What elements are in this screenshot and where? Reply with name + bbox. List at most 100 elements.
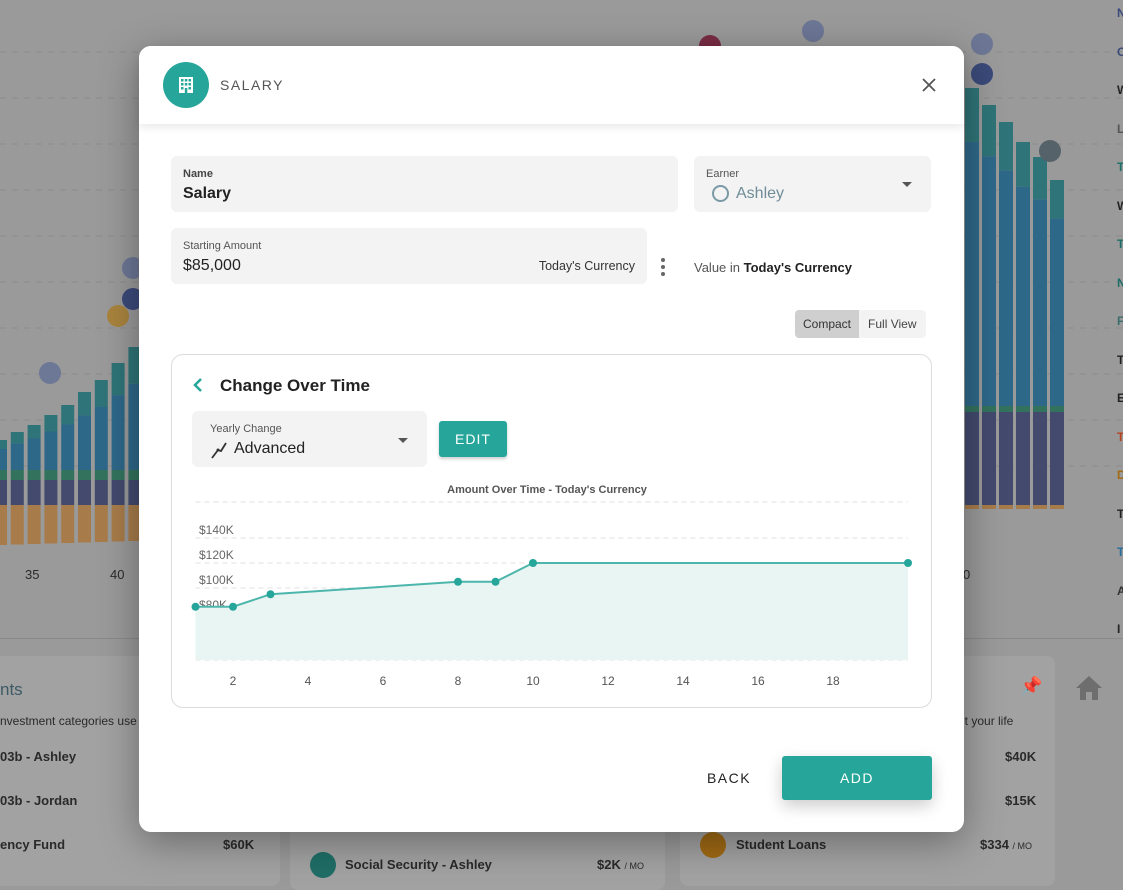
building-icon (163, 62, 209, 108)
chevron-down-icon (902, 182, 912, 187)
dialog-title: SALARY (220, 77, 284, 93)
starting-amount-label: Starting Amount (183, 240, 262, 252)
earner-label: Earner (706, 168, 740, 180)
chart-point (266, 590, 275, 599)
bg-bar-segment (999, 412, 1013, 505)
bg-bar-segment (27, 438, 41, 470)
chart-point (529, 559, 537, 567)
bg-bar-segment (1033, 199, 1047, 406)
bg-bar-segment (10, 443, 24, 470)
name-input[interactable]: Salary (183, 185, 232, 202)
bg-side-label: W (1117, 198, 1123, 213)
bg-bar-segment (78, 415, 91, 470)
change-over-time-card: Change Over Time Yearly Change Advanced … (171, 354, 932, 708)
bg-row-value: $15K (1005, 793, 1037, 808)
bg-side-label: A (1117, 583, 1123, 598)
bg-bar-segment (1050, 412, 1064, 505)
bg-bar-segment (27, 480, 41, 505)
baby-face-icon (712, 185, 729, 202)
bg-bar-segment (965, 412, 979, 505)
bg-axis-tick: 0 (963, 567, 971, 582)
bg-bar-segment (27, 425, 41, 439)
bg-bar-segment (44, 480, 58, 505)
pin-icon[interactable]: 📌 (1020, 676, 1043, 696)
salary-dialog: SALARY Name Salary Earner Ashley Startin… (139, 46, 964, 832)
bg-row-label: 03b - Jordan (0, 793, 78, 808)
bg-side-label: L (1117, 121, 1123, 136)
bg-event-icon (107, 305, 129, 327)
bg-bar-segment (1050, 505, 1064, 509)
x-tick-label: 14 (676, 674, 690, 688)
yearly-change-value: Advanced (234, 440, 306, 457)
bg-bar-segment (61, 480, 75, 505)
bg-bar-segment (128, 480, 142, 505)
bg-bar-segment (61, 405, 75, 425)
compact-view-button[interactable]: Compact (795, 310, 860, 338)
bg-bar-segment (1016, 505, 1030, 509)
x-tick-label: 16 (751, 674, 765, 688)
earner-select[interactable]: Earner Ashley (694, 156, 931, 212)
bg-side-label: T (1117, 545, 1123, 559)
bg-bar-segment (10, 470, 24, 480)
chart-point (191, 602, 200, 611)
card-title: Change Over Time (220, 376, 370, 395)
edit-button[interactable]: EDIT (439, 421, 507, 457)
name-field[interactable]: Name Salary (171, 156, 678, 212)
bg-bar-segment (1016, 142, 1030, 187)
bg-bar-segment (111, 505, 125, 542)
social-security-icon (310, 852, 336, 878)
home-icon[interactable] (1074, 674, 1104, 702)
bg-bar-segment (78, 392, 91, 416)
bg-row-value: $334 / MO (980, 837, 1033, 852)
more-options-icon[interactable] (660, 258, 666, 276)
chart-point (454, 577, 462, 586)
bg-side-label: W (1117, 83, 1123, 97)
y-tick-label: $100K (199, 573, 234, 587)
bg-bar-segment (111, 395, 125, 470)
bg-bar-segment (94, 470, 108, 480)
starting-amount-input[interactable]: $85,000 (183, 257, 241, 274)
bg-bar-segment (44, 431, 58, 470)
bg-bar-segment (982, 105, 996, 157)
yearly-change-label: Yearly Change (210, 423, 282, 435)
bg-side-label: E (1117, 391, 1123, 405)
bg-bar-segment (0, 480, 7, 505)
back-chevron-icon[interactable] (192, 377, 204, 393)
bg-bar-segment (111, 480, 125, 505)
bg-bar-segment (78, 480, 91, 505)
bg-bar-segment (1033, 412, 1047, 505)
starting-amount-field[interactable]: Starting Amount $85,000 Today's Currency (171, 228, 647, 284)
bg-bar-segment (27, 470, 41, 480)
bg-card-title: nts (0, 680, 23, 699)
bg-row-value: $2K / MO (597, 857, 644, 872)
dialog-header: SALARY (139, 46, 964, 124)
name-label: Name (183, 168, 213, 180)
bg-bar-segment (94, 505, 108, 542)
yearly-change-select[interactable]: Yearly Change Advanced (192, 411, 427, 467)
bg-bar-segment (61, 505, 75, 543)
bg-bar-segment (94, 380, 108, 407)
add-button[interactable]: ADD (782, 756, 932, 800)
x-tick-label: 2 (230, 674, 237, 688)
bg-bar-segment (44, 505, 58, 544)
close-icon[interactable] (922, 78, 936, 92)
trend-icon (211, 442, 227, 459)
bg-bar-segment (94, 407, 108, 470)
full-view-button[interactable]: Full View (859, 310, 926, 338)
x-tick-label: 8 (455, 674, 462, 688)
back-button[interactable]: BACK (706, 770, 752, 786)
amount-over-time-chart: Amount Over Time - Today's Currency $60K… (191, 484, 912, 688)
earner-value: Ashley (736, 185, 785, 202)
bg-bar-segment (982, 412, 996, 505)
bg-bar-segment (44, 470, 58, 480)
bg-bar-segment (128, 470, 142, 480)
bg-bar-segment (0, 470, 7, 480)
bg-row-label: Student Loans (736, 837, 827, 852)
bg-side-label: N (1117, 6, 1123, 20)
y-tick-label: $140K (199, 523, 234, 537)
value-in-label: Value in Today's Currency (694, 260, 852, 275)
bg-bar-segment (965, 406, 979, 412)
view-toggle: Compact Full View (795, 310, 926, 338)
bg-side-label: T (1117, 352, 1123, 367)
bg-row-label: ency Fund (0, 837, 66, 852)
